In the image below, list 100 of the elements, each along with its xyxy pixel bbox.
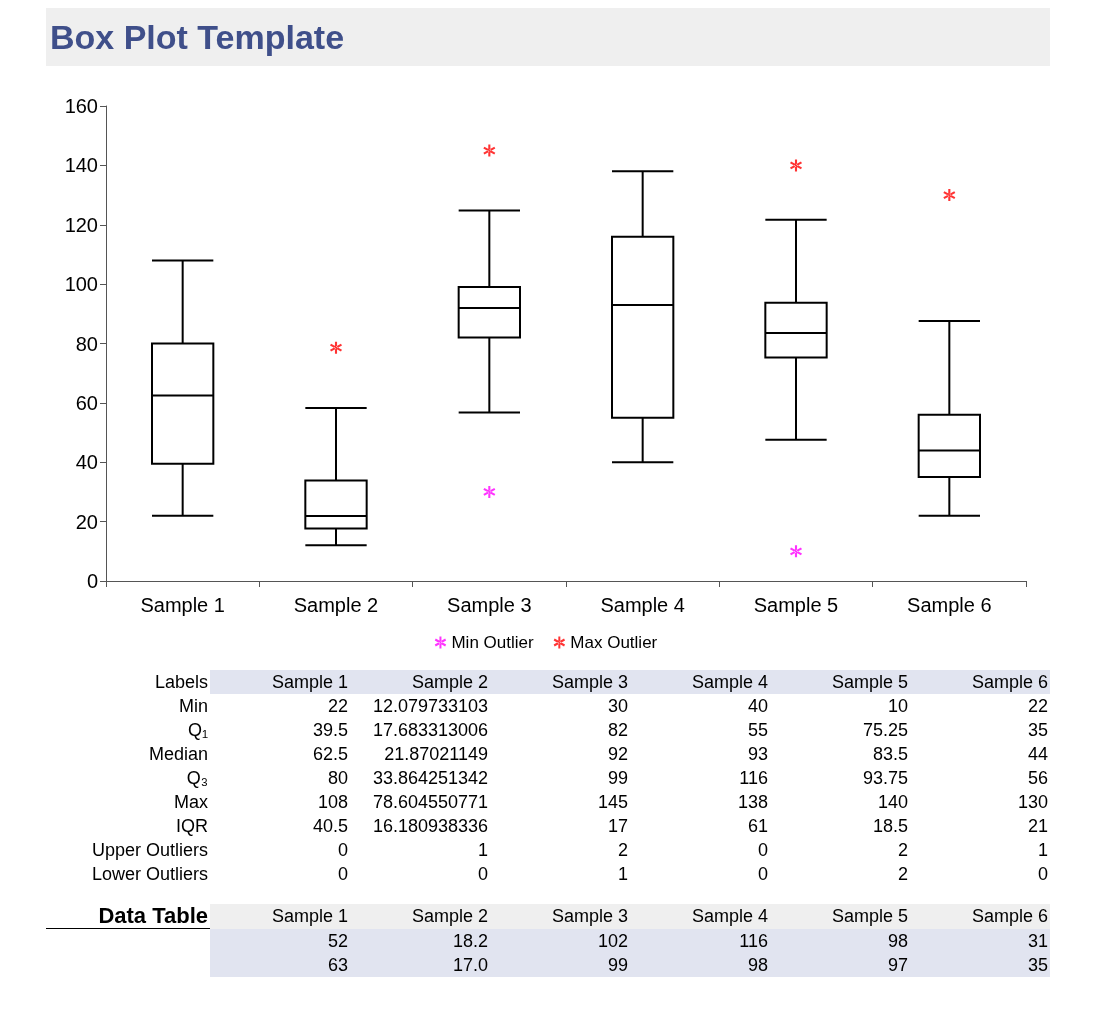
y-tick-label: 40 [75,451,98,474]
category-label: Sample 4 [630,670,770,694]
text: 39.5 [312,720,348,740]
text: 22 [327,696,348,716]
y-tick-label: 80 [75,332,98,355]
text: 145 [597,792,628,812]
text: 82 [607,720,628,740]
text: 138 [737,792,768,812]
text: 17.0 [452,955,488,975]
text: Data Table [46,903,210,929]
legend-label: Max Outlier [570,633,658,652]
text: 18.5 [872,816,908,836]
text: 33.864251342 [372,768,488,788]
text: 21.87021149 [384,744,488,764]
text: 93 [747,744,768,764]
chart-title: Box Plot Template [50,17,345,57]
category-label: Sample 3 [490,670,630,694]
text: 35 [1027,955,1048,975]
text: 80 [327,768,348,788]
text: 78.604550771 [372,792,488,812]
text: 0 [757,840,768,860]
text: 21 [1027,816,1048,836]
text: 97 [887,955,908,975]
text: 108 [317,792,348,812]
text: 2 [897,864,908,884]
text: 40.5 [312,816,348,836]
category-label: Median [148,744,208,764]
text: 140 [877,792,908,812]
category-label: IQR [175,816,208,836]
x-tick-label: Sample 2 [293,594,379,616]
text: 17 [607,816,628,836]
text: 61 [747,816,768,836]
category-label: Sample 1 [210,904,350,929]
category-label: Sample 3 [490,904,630,929]
text: 1 [477,840,488,860]
text: 17.683313006 [372,720,488,740]
text: 56 [1027,768,1048,788]
x-tick-label: Sample 1 [140,594,225,616]
category-label: Q₁ [187,720,208,740]
text: 35 [1027,720,1048,740]
text: 2 [617,840,628,860]
text: 116 [739,768,768,788]
category-label: Sample 4 [630,904,770,929]
text: 31 [1027,930,1048,951]
y-tick-label: 120 [64,213,98,236]
text: 102 [597,930,628,951]
text: 2 [897,840,908,860]
text: 40 [747,696,768,716]
text: 0 [1037,864,1048,884]
text: 16.180938336 [372,816,488,836]
text: 0 [757,864,768,884]
category-label: Sample 6 [910,904,1050,929]
category-label: Sample 2 [350,670,490,694]
y-tick-label: 20 [75,510,98,533]
text: 83.5 [872,744,908,764]
text: 12.079733103 [372,696,488,716]
category-label: Min [178,696,208,716]
text: 93.75 [862,768,908,788]
text: 116 [739,930,768,951]
category-label: Sample 1 [210,670,350,694]
text: 1 [617,864,628,884]
text: 99 [607,768,628,788]
text: 75.25 [862,720,908,740]
text: 0 [337,864,348,884]
x-tick-label: Sample 4 [600,594,685,616]
category-label: Sample 5 [770,904,910,929]
category-label: Sample 5 [770,670,910,694]
category-label: Sample 6 [910,670,1050,694]
category-label: Max [173,792,208,812]
legend-label: Min Outlier [451,633,534,652]
y-tick-label: 60 [75,391,98,414]
category-label: Lower Outliers [91,864,208,884]
text: 44 [1027,744,1048,764]
y-tick-label: 140 [64,154,98,177]
x-tick-label: Sample 3 [447,594,532,616]
text: 30 [607,696,628,716]
text: 0 [477,864,488,884]
text: 52 [327,930,348,951]
text: 63 [327,955,348,975]
text: 18.2 [452,930,488,951]
category-label: Sample 2 [350,904,490,929]
text: 62.5 [312,744,348,764]
text: 10 [887,696,908,716]
text: 99 [607,955,628,975]
y-tick-label: 0 [86,570,98,592]
y-tick-label: 160 [64,95,98,117]
text: 1 [1037,840,1048,860]
text: Labels [153,671,209,694]
text: 98 [887,930,908,951]
x-tick-label: Sample 5 [753,594,839,616]
text: 130 [1017,792,1048,812]
x-tick-label: Sample 6 [907,594,992,616]
text: 92 [607,744,628,764]
text: 0 [337,840,348,860]
y-tick-label: 100 [64,273,98,296]
category-label: Q₃ [186,768,208,788]
text: 98 [747,955,768,975]
text: 55 [747,720,768,740]
text: 22 [1027,696,1048,716]
category-label: Upper Outliers [91,840,208,860]
